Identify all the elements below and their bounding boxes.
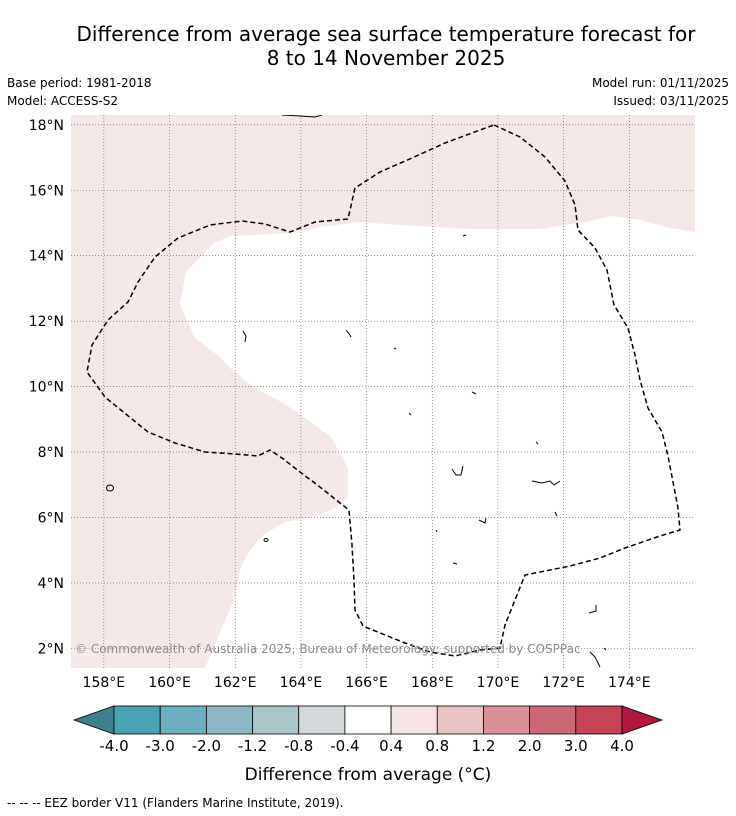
colorbar-tick-label: 2.0	[518, 737, 542, 755]
latitude-label: 14°N	[29, 249, 64, 265]
colorbar-segment	[436, 705, 484, 735]
meta-left: Base period: 1981-2018 Model: ACCESS-S2	[7, 74, 152, 110]
meta-right: Model run: 01/11/2025 Issued: 03/11/2025	[592, 74, 729, 110]
map-area: © Commonwealth of Australia 2025, Bureau…	[71, 115, 695, 668]
neutral-region	[180, 216, 695, 668]
longitude-label: 174°E	[608, 675, 651, 691]
latitude-label: 4°N	[38, 576, 64, 592]
colorbar-segment	[575, 705, 623, 735]
copyright-text: © Commonwealth of Australia 2025, Bureau…	[75, 642, 581, 656]
latitude-label: 12°N	[29, 314, 64, 330]
model-run-text: Model run: 01/11/2025	[591, 76, 729, 90]
title-line-1: Difference from average sea surface temp…	[76, 22, 696, 46]
base-period-text: Base period: 1981-2018	[7, 76, 152, 90]
model-text: Model: ACCESS-S2	[7, 94, 119, 108]
issued-text: Issued: 03/11/2025	[613, 94, 729, 108]
colorbar-tick-label: 4.0	[610, 737, 634, 755]
longitude-label: 162°E	[214, 675, 257, 691]
longitude-label: 170°E	[477, 675, 520, 691]
colorbar-segment	[159, 705, 207, 735]
colorbar-tick-label: -3.0	[146, 737, 175, 755]
map-gridlines	[71, 115, 695, 668]
colorbar-tick-label: 1.2	[472, 737, 496, 755]
colorbar-segment	[390, 705, 438, 735]
latitude-label: 10°N	[29, 380, 64, 396]
latitude-labels: 18°N 16°N 14°N 12°N 10°N 8°N 6°N 4°N 2°N	[29, 118, 64, 658]
longitude-label: 172°E	[542, 675, 585, 691]
colorbar-tick-label: 0.4	[379, 737, 403, 755]
colorbar-tick-label: -0.8	[284, 737, 313, 755]
colorbar-tick-label: 3.0	[564, 737, 588, 755]
colorbar-label: Difference from average (°C)	[245, 765, 492, 785]
colorbar: -4.0 -3.0 -2.0 -1.2 -0.8 -0.4 0.4 0.8 1.2 2.0 3.0 4…	[72, 705, 664, 755]
latitude-label: 16°N	[29, 183, 64, 199]
islands	[106, 115, 607, 668]
colorbar-segment	[483, 705, 531, 735]
longitude-label: 158°E	[83, 675, 126, 691]
colorbar-tick-label: -2.0	[192, 737, 221, 755]
colorbar-tick-label: -1.2	[238, 737, 267, 755]
colorbar-segment	[113, 705, 161, 735]
latitude-label: 2°N	[38, 641, 64, 657]
colorbar-segment	[205, 705, 253, 735]
colorbar-segment	[344, 705, 392, 735]
latitude-label: 18°N	[29, 118, 64, 134]
colorbar-tick-label: -4.0	[99, 737, 128, 755]
colorbar-extend-low	[72, 705, 115, 735]
colorbar-segment	[252, 705, 300, 735]
colorbar-segment	[298, 705, 346, 735]
latitude-label: 8°N	[38, 445, 64, 461]
latitude-label: 6°N	[38, 510, 64, 526]
longitude-label: 166°E	[345, 675, 388, 691]
longitude-label: 168°E	[411, 675, 454, 691]
longitude-label: 164°E	[280, 675, 323, 691]
longitude-labels: 158°E 160°E 162°E 164°E 166°E 168°E 170°E 172°E…	[83, 675, 651, 691]
colorbar-extend-high	[621, 705, 664, 735]
longitude-label: 160°E	[148, 675, 191, 691]
eez-border	[86, 124, 681, 657]
chart-title: Difference from average sea surface temp…	[0, 22, 736, 70]
colorbar-tick-label: -0.4	[330, 737, 359, 755]
colorbar-segment	[529, 705, 577, 735]
colorbar-tick-label: 0.8	[425, 737, 449, 755]
title-line-2: 8 to 14 November 2025	[266, 46, 506, 70]
eez-footnote: -- -- -- EEZ border V11 (Flanders Marine…	[7, 796, 344, 810]
